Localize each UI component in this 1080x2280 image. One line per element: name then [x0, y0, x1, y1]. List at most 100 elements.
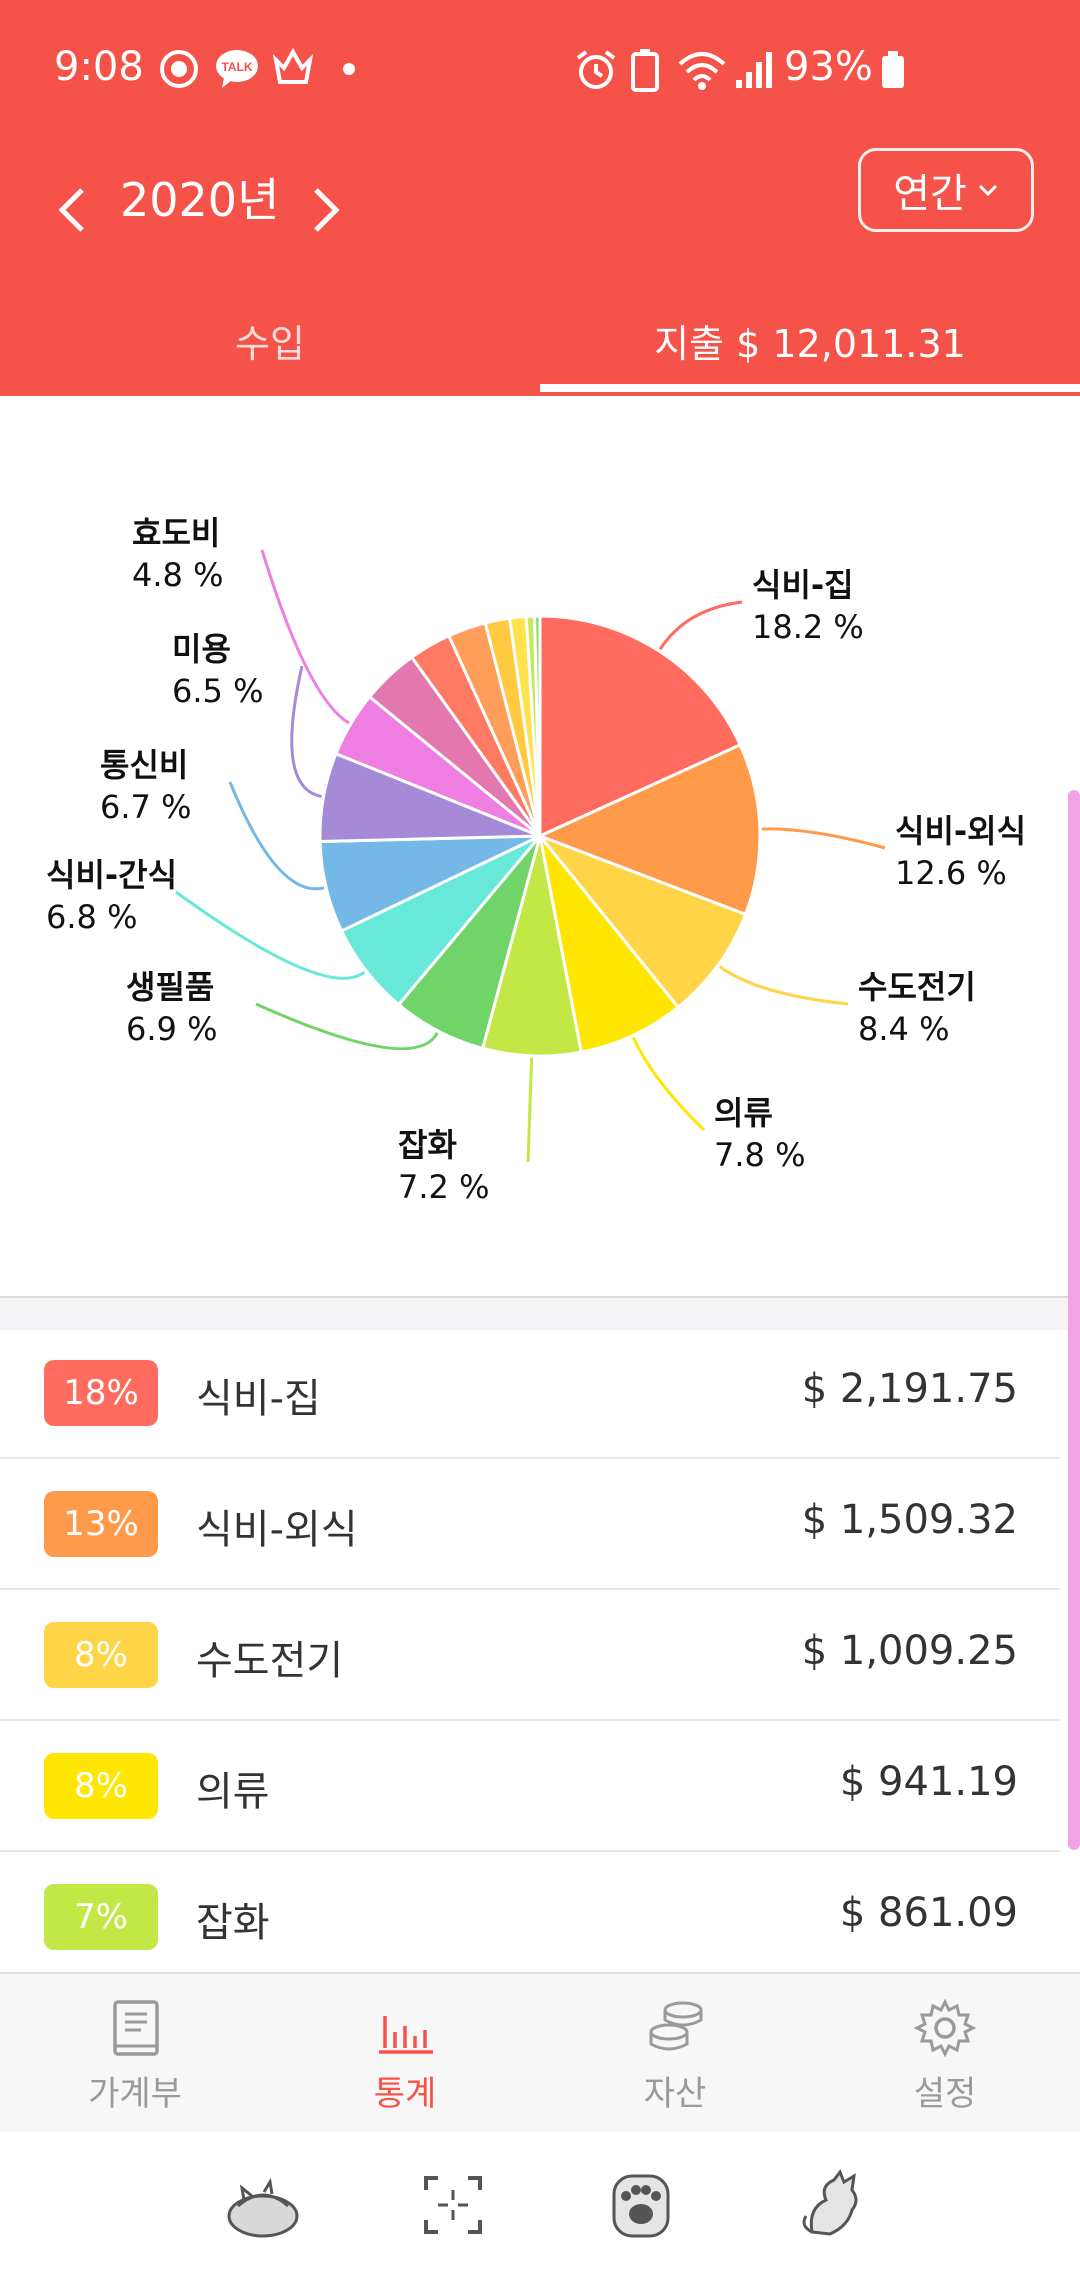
slice-label-percent: 7.2 %	[398, 1168, 489, 1206]
leader-line	[175, 890, 366, 980]
header: 2020년 연간 수입 지출 $ 12,011.31	[0, 140, 1080, 396]
slice-label-name: 수도전기	[858, 968, 976, 1006]
slice-label-percent: 6.5 %	[172, 672, 263, 710]
leader-line	[631, 1036, 706, 1132]
category-amount: $ 1,509.32	[801, 1497, 1018, 1543]
nav-label: 가계부	[88, 2074, 182, 2114]
slice-label-name: 효도비	[132, 514, 220, 552]
slice-label-percent: 6.9 %	[126, 1010, 217, 1048]
leader-line	[526, 1057, 534, 1163]
nav-item-assets[interactable]: 자산	[540, 1974, 810, 2134]
slice-label-percent: 8.4 %	[858, 1010, 949, 1048]
pie-slice	[538, 614, 743, 839]
slice-label-percent: 6.8 %	[46, 898, 137, 936]
book-icon	[113, 2000, 159, 2056]
chevron-right-icon[interactable]	[296, 170, 356, 250]
bottom-navigation: 가계부 통계 자산 설정	[0, 1972, 1080, 2134]
percent-badge: 8%	[44, 1622, 158, 1688]
category-amount: $ 941.19	[839, 1759, 1018, 1805]
category-list: 18% 식비-집 $ 2,191.75 13% 식비-외식 $ 1,509.32…	[0, 1328, 1060, 1983]
percent-badge: 7%	[44, 1884, 158, 1950]
category-amount: $ 2,191.75	[801, 1366, 1018, 1412]
category-amount: $ 861.09	[839, 1890, 1018, 1936]
chevron-down-icon	[978, 184, 997, 197]
slice-label-name: 잡화	[398, 1126, 457, 1164]
slice-label-name: 식비-외식	[895, 812, 1026, 850]
list-item[interactable]: 8% 수도전기 $ 1,009.25	[0, 1590, 1060, 1721]
sleeping-cat-icon[interactable]	[218, 2160, 308, 2250]
cat-icon[interactable]	[790, 2160, 880, 2250]
dot-icon	[343, 63, 355, 75]
leader-line	[228, 781, 325, 891]
signal-icon	[736, 52, 772, 88]
tab-income[interactable]: 수입	[235, 321, 305, 366]
list-item[interactable]: 8% 의류 $ 941.19	[0, 1721, 1060, 1852]
category-amount: $ 1,009.25	[801, 1628, 1018, 1674]
slice-label-percent: 12.6 %	[895, 854, 1007, 892]
slice-label-name: 통신비	[100, 746, 188, 784]
category-name: 잡화	[196, 1900, 270, 1946]
pie-slice	[480, 835, 583, 1058]
percent-badge: 8%	[44, 1753, 158, 1819]
slice-label-name: 미용	[172, 630, 231, 668]
chevron-left-icon[interactable]	[44, 170, 104, 250]
slice-label-name: 생필품	[126, 968, 214, 1006]
nav-label: 설정	[913, 2074, 977, 2114]
category-name: 수도전기	[196, 1638, 344, 1684]
category-name: 식비-외식	[196, 1507, 358, 1553]
list-item[interactable]: 18% 식비-집 $ 2,191.75	[0, 1328, 1060, 1459]
leader-line	[290, 665, 322, 798]
shortcut-bar	[0, 2132, 1080, 2280]
slice-label-percent: 18.2 %	[752, 608, 864, 646]
app-notification-icon	[160, 50, 198, 88]
category-name: 식비-집	[196, 1376, 321, 1422]
tab-bar: 수입 지출 $ 12,011.31	[0, 288, 1080, 396]
battery-icon	[882, 51, 904, 88]
tab-expense[interactable]: 지출 $ 12,011.31	[654, 321, 966, 366]
kakaotalk-icon: TALK	[216, 50, 258, 88]
status-bar: 9:08 TALK 93%	[0, 0, 1080, 140]
nav-label: 자산	[643, 2074, 707, 2114]
scan-icon[interactable]	[408, 2160, 498, 2250]
alarm-icon	[576, 50, 616, 89]
nav-label: 통계	[373, 2074, 437, 2114]
section-divider	[0, 1296, 1080, 1330]
slice-label-percent: 7.8 %	[714, 1136, 805, 1174]
battery-percent: 93%	[784, 44, 873, 90]
gear-icon	[913, 1998, 977, 2058]
nav-item-settings[interactable]: 설정	[810, 1974, 1080, 2134]
slice-label-percent: 6.7 %	[100, 788, 191, 826]
percent-badge: 18%	[44, 1360, 158, 1426]
list-item[interactable]: 13% 식비-외식 $ 1,509.32	[0, 1459, 1060, 1590]
leader-line	[260, 549, 350, 725]
year-label: 2020년	[120, 173, 280, 227]
slice-label-percent: 4.8 %	[132, 556, 223, 594]
leader-line	[718, 965, 849, 1006]
paw-icon[interactable]	[596, 2160, 686, 2250]
leader-line	[658, 600, 743, 651]
percent-badge: 13%	[44, 1491, 158, 1557]
leader-line	[761, 827, 886, 850]
category-name: 의류	[196, 1769, 270, 1815]
status-time: 9:08	[54, 44, 144, 90]
list-item[interactable]: 7% 잡화 $ 861.09	[0, 1852, 1060, 1983]
nav-item-statistics[interactable]: 통계	[270, 1974, 540, 2134]
pie-slice	[536, 742, 762, 917]
chart-icon	[379, 2016, 433, 2054]
leader-line	[255, 1002, 439, 1051]
tab-indicator	[540, 384, 1080, 392]
pie-slice	[535, 832, 748, 1010]
pie-slice	[538, 835, 681, 1054]
wifi-icon	[678, 52, 726, 90]
scrollbar[interactable]	[1068, 790, 1080, 1850]
slice-label-name: 의류	[714, 1094, 773, 1132]
nav-item-ledger[interactable]: 가계부	[0, 1974, 270, 2134]
slice-label-name: 식비-집	[752, 566, 854, 604]
slice-label-name: 식비-간식	[46, 856, 177, 894]
pie-chart: 식비-집 18.2 % 식비-외식 12.6 % 수도전기 8.4 % 의류 7.8 % 잡화 7…	[46, 514, 1026, 1206]
period-label: 연간	[893, 171, 967, 217]
kakaotalk-icon-text: TALK	[221, 60, 252, 74]
period-select-button[interactable]: 연간	[858, 148, 1034, 232]
battery-saver-icon	[631, 49, 659, 92]
pie-slice	[532, 614, 542, 837]
